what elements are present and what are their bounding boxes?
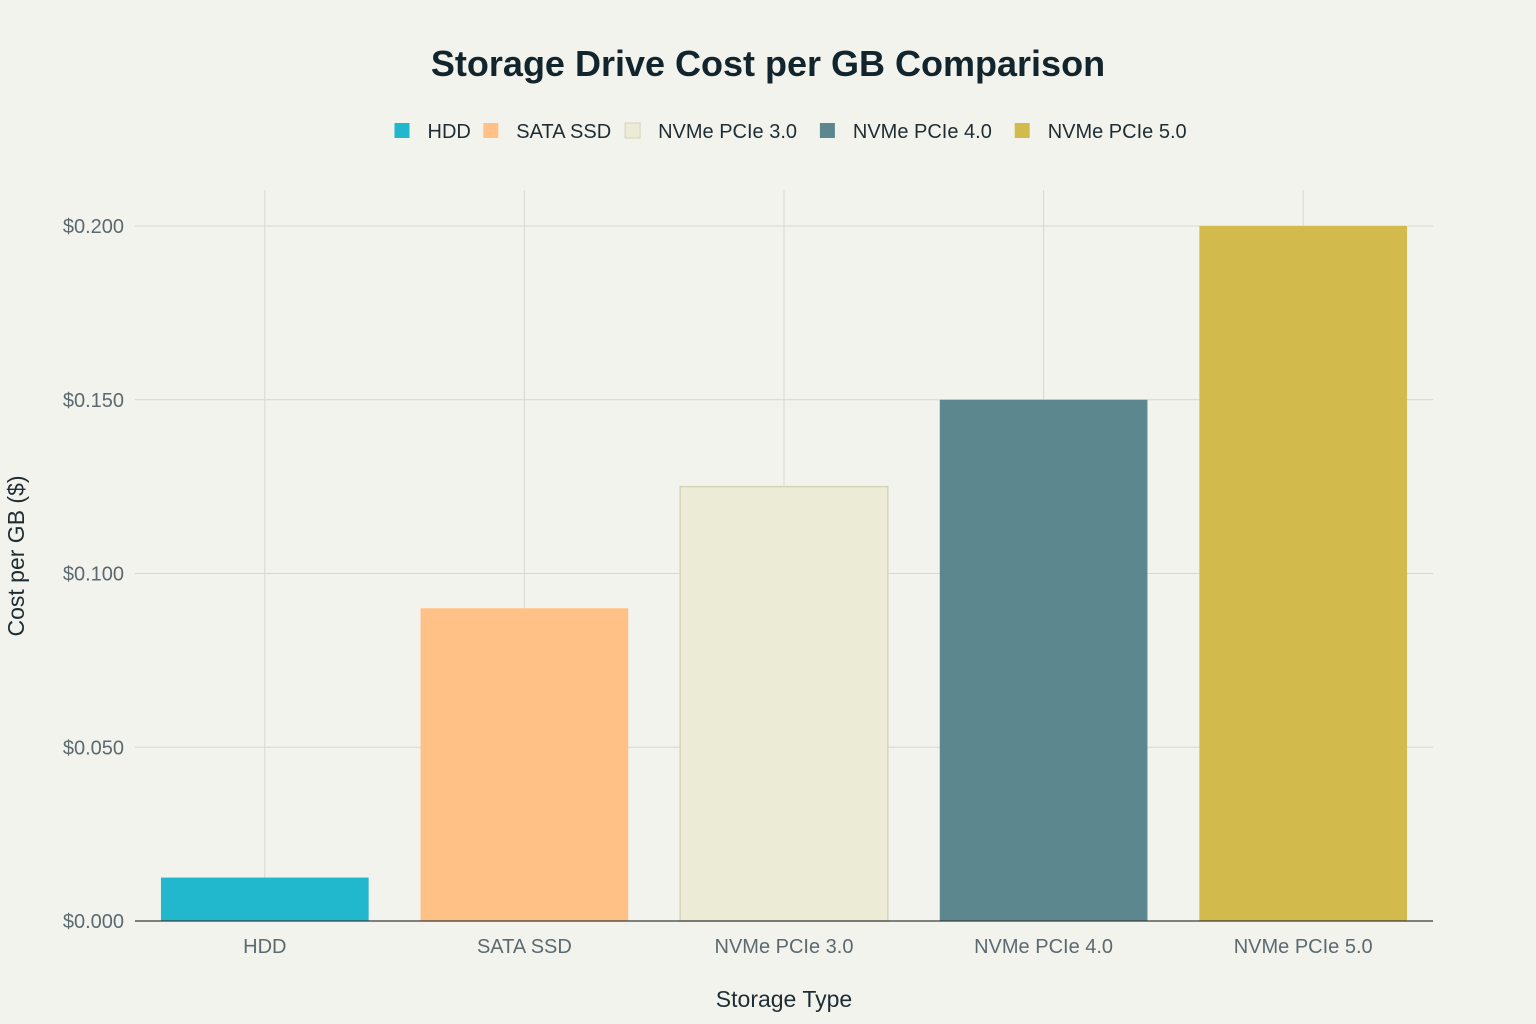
legend-item-nvme-pcie-5-0: NVMe PCIe 5.0 (1014, 121, 1187, 143)
y-axis-ticks: $0.000 $0.050 $0.100 $0.150 $0.200 (63, 216, 124, 933)
x-tick-label: HDD (243, 936, 286, 958)
legend-label: HDD (428, 121, 471, 143)
y-tick-label: $0.200 (63, 216, 124, 238)
x-tick-label: NVMe PCIe 5.0 (1234, 936, 1373, 958)
legend-label: SATA SSD (516, 121, 611, 143)
legend-swatch (624, 122, 641, 139)
y-tick-label: $0.050 (63, 737, 124, 759)
legend-label: NVMe PCIe 5.0 (1048, 121, 1187, 143)
legend-item-sata-ssd: SATA SSD (483, 121, 611, 143)
legend-item-nvme-pcie-4-0: NVMe PCIe 4.0 (819, 121, 992, 143)
legend-swatch (483, 123, 499, 138)
bar-sata-ssd (420, 608, 629, 921)
y-tick-label: $0.000 (63, 911, 124, 933)
legend-item-nvme-pcie-3-0: NVMe PCIe 3.0 (624, 121, 797, 143)
y-tick-label: $0.150 (63, 390, 124, 412)
x-tick-label: SATA SSD (477, 936, 572, 958)
legend-label: NVMe PCIe 3.0 (658, 121, 797, 143)
legend-swatch (819, 123, 835, 138)
bar-nvme-pcie-4-0 (939, 399, 1148, 921)
x-axis-title: Storage Type (716, 986, 852, 1012)
x-axis-ticks: HDD SATA SSD NVMe PCIe 3.0 NVMe PCIe 4.0 NVM… (243, 936, 1373, 958)
legend-swatch (1014, 123, 1030, 138)
legend-swatch (394, 123, 410, 138)
legend-label: NVMe PCIe 4.0 (853, 121, 992, 143)
x-tick-label: NVMe PCIe 3.0 (715, 936, 854, 958)
legend: HDD SATA SSD NVMe PCIe 3.0 NVMe PCIe 4.0 NVM… (394, 121, 1187, 143)
legend-item-hdd: HDD (394, 121, 471, 143)
bar-hdd (160, 877, 369, 921)
bar-nvme-pcie-3-0 (679, 485, 889, 922)
x-tick-label: NVMe PCIe 4.0 (974, 936, 1113, 958)
y-axis-title: Cost per GB ($) (3, 475, 29, 636)
bars (160, 226, 1408, 922)
bar-nvme-pcie-5-0 (1199, 226, 1408, 921)
y-tick-label: $0.100 (63, 564, 124, 586)
chart-title: Storage Drive Cost per GB Comparison (431, 43, 1105, 84)
